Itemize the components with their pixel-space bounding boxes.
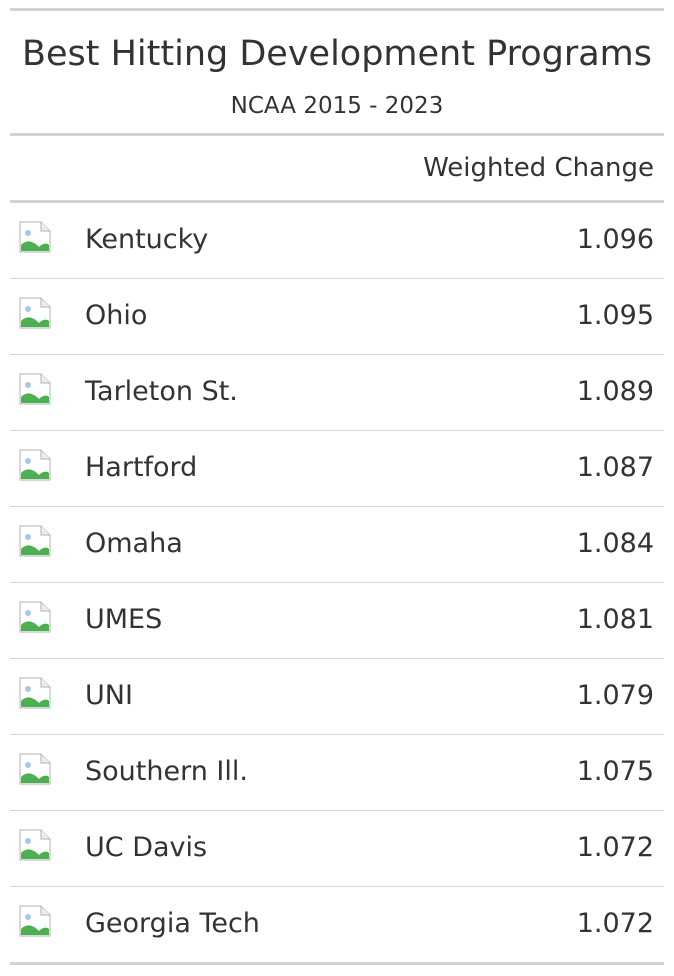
- weighted-change-value: 1.096: [576, 224, 654, 255]
- broken-image-icon: [19, 905, 51, 937]
- team-name: Southern Ill.: [85, 756, 248, 787]
- weighted-change-value: 1.087: [576, 452, 654, 483]
- table-row: Georgia Tech 1.072: [10, 887, 664, 962]
- team-name: Tarleton St.: [85, 376, 238, 407]
- header-rule: [10, 200, 664, 203]
- table-row: Kentucky 1.096: [10, 203, 664, 279]
- broken-image-icon: [19, 221, 51, 253]
- team-name: UNI: [85, 680, 133, 711]
- table-title: Best Hitting Development Programs: [21, 34, 653, 74]
- team-name: Omaha: [85, 528, 183, 559]
- broken-image-icon: [19, 677, 51, 709]
- table-row: Ohio 1.095: [10, 279, 664, 355]
- broken-image-icon: [19, 829, 51, 861]
- weighted-change-value: 1.095: [576, 300, 654, 331]
- broken-image-icon: [19, 525, 51, 557]
- broken-image-icon: [19, 297, 51, 329]
- team-name: UC Davis: [85, 832, 208, 863]
- table-row: Omaha 1.084: [10, 507, 664, 583]
- broken-image-icon: [19, 753, 51, 785]
- table-row: Tarleton St. 1.089: [10, 355, 664, 431]
- table-row: UMES 1.081: [10, 583, 664, 659]
- broken-image-icon: [19, 601, 51, 633]
- broken-image-icon: [19, 373, 51, 405]
- team-name: Georgia Tech: [85, 908, 260, 939]
- team-name: Ohio: [85, 300, 148, 331]
- weighted-change-value: 1.081: [576, 604, 654, 635]
- weighted-change-value: 1.075: [576, 756, 654, 787]
- table-body: Kentucky 1.096 Ohio 1.095 Tarleton St. 1.089 H…: [10, 203, 664, 962]
- table-row: Hartford 1.087: [10, 431, 664, 507]
- column-header-row: Weighted Change: [10, 136, 664, 200]
- weighted-change-value: 1.072: [576, 908, 654, 939]
- bottom-rule: [10, 962, 664, 965]
- weighted-change-value: 1.072: [576, 832, 654, 863]
- weighted-change-value: 1.089: [576, 376, 654, 407]
- top-rule: [10, 8, 664, 11]
- weighted-change-value: 1.084: [576, 528, 654, 559]
- broken-image-icon: [19, 449, 51, 481]
- table-row: UNI 1.079: [10, 659, 664, 735]
- ranking-table: Best Hitting Development Programs NCAA 2…: [10, 8, 664, 965]
- table-row: Southern Ill. 1.075: [10, 735, 664, 811]
- table-row: UC Davis 1.072: [10, 811, 664, 887]
- column-header-weighted-change: Weighted Change: [423, 153, 654, 183]
- heading-rule: [10, 133, 664, 136]
- team-name: UMES: [85, 604, 163, 635]
- team-name: Kentucky: [85, 224, 209, 255]
- team-name: Hartford: [85, 452, 198, 483]
- table-subtitle: NCAA 2015 - 2023: [230, 93, 444, 119]
- weighted-change-value: 1.079: [576, 680, 654, 711]
